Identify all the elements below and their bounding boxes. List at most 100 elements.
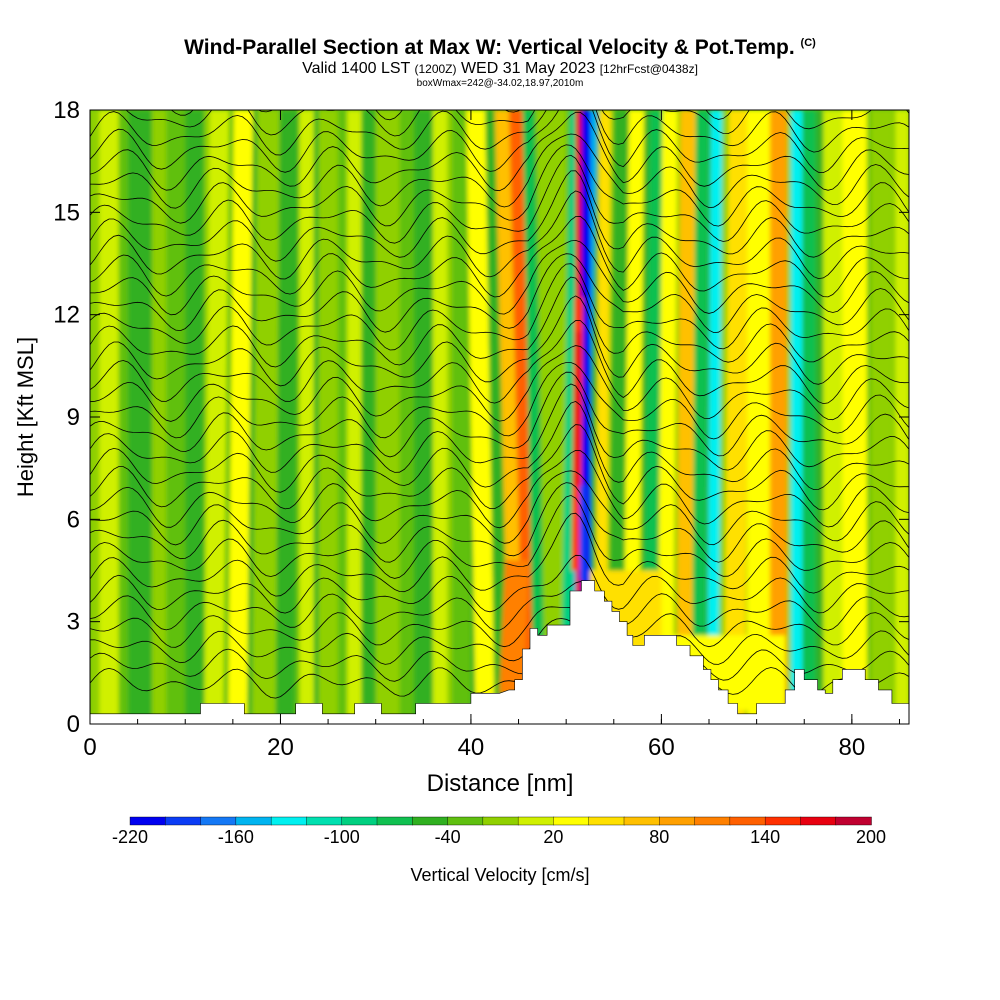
colorbar-ticks: -220 -160 -100 -40 20 80 140 200 bbox=[112, 827, 886, 847]
box-wmax-line: boxWmax=242@-34.02,18.97,2010m bbox=[416, 78, 584, 89]
velocity-band bbox=[499, 560, 530, 694]
isentrope-line bbox=[90, 631, 909, 682]
velocity-band bbox=[579, 485, 587, 581]
y-tick-label: 3 bbox=[67, 609, 80, 636]
colorbar-swatch bbox=[270, 816, 308, 826]
isentrope-line bbox=[90, 512, 909, 597]
chart-subtitle: Valid 1400 LST (1200Z) WED 31 May 2023 [… bbox=[0, 60, 1000, 78]
subtitle-z: (1200Z) bbox=[414, 62, 457, 76]
isentrope-line bbox=[90, 470, 909, 546]
velocity-band bbox=[347, 110, 362, 724]
velocity-band bbox=[522, 110, 546, 724]
title-main: Wind-Parallel Section at Max W: Vertical… bbox=[184, 36, 795, 59]
colorbar-swatch bbox=[659, 816, 696, 826]
isentrope-line bbox=[90, 494, 909, 579]
colorbar-tick-label: -160 bbox=[218, 827, 254, 847]
isentrope-line bbox=[90, 554, 909, 614]
x-tick-label: 20 bbox=[267, 734, 294, 761]
isentrope-line bbox=[90, 215, 909, 298]
colorbar-tick-label: -100 bbox=[324, 827, 360, 847]
isentrope-line bbox=[90, 648, 909, 699]
colorbar-swatch bbox=[165, 816, 202, 826]
x-tick-label: 0 bbox=[83, 734, 96, 761]
y-tick-label: 18 bbox=[53, 97, 80, 124]
isentrope-line bbox=[90, 371, 909, 458]
colorbar-tick-label: 80 bbox=[649, 827, 669, 847]
isentrope-line bbox=[90, 383, 909, 473]
y-tick-label: 0 bbox=[67, 711, 80, 738]
terrain-mask bbox=[90, 580, 909, 724]
y-tick-label: 9 bbox=[67, 404, 80, 431]
colorbar-swatch bbox=[129, 816, 166, 826]
isentrope-line bbox=[90, 170, 909, 262]
isentrope-line bbox=[90, 424, 909, 511]
isentrope-line bbox=[90, 581, 909, 631]
y-tick-label: 6 bbox=[67, 506, 80, 533]
colorbar-tick-label: 200 bbox=[856, 827, 886, 847]
velocity-field bbox=[90, 110, 909, 724]
velocity-band bbox=[166, 110, 188, 724]
isentrope-line bbox=[90, 144, 909, 227]
colorbar bbox=[129, 816, 872, 826]
colorbar-tick-label: 20 bbox=[543, 827, 563, 847]
x-axis-label: Distance [nm] bbox=[427, 770, 574, 797]
isentrope-line bbox=[90, 362, 909, 440]
velocity-band bbox=[356, 110, 378, 724]
colorbar-swatch bbox=[764, 816, 802, 826]
velocity-band bbox=[394, 110, 416, 724]
subtitle-date: WED 31 May 2023 bbox=[460, 60, 596, 77]
isentrope-line bbox=[90, 154, 909, 244]
x-axis: 0 20 40 60 80 bbox=[83, 110, 900, 761]
velocity-band bbox=[485, 110, 510, 724]
isentrope-line bbox=[90, 110, 909, 137]
velocity-band bbox=[509, 110, 538, 724]
velocity-band bbox=[657, 110, 678, 724]
velocity-band bbox=[137, 110, 152, 724]
velocity-band bbox=[747, 110, 770, 724]
velocity-band bbox=[99, 110, 119, 724]
velocity-band bbox=[318, 110, 340, 724]
colorbar-swatch bbox=[306, 816, 343, 826]
subtitle-fcst: [12hrFcst@0438z] bbox=[599, 62, 698, 76]
velocity-band bbox=[802, 110, 816, 724]
colorbar-swatch bbox=[235, 816, 272, 826]
isentrope-line bbox=[90, 239, 909, 316]
y-tick-label: 15 bbox=[53, 199, 80, 226]
colorbar-swatch bbox=[376, 816, 413, 826]
velocity-band bbox=[251, 110, 277, 724]
x-tick-label: 60 bbox=[648, 734, 675, 761]
colorbar-swatch bbox=[835, 816, 872, 826]
isentrope-line bbox=[90, 345, 909, 422]
isentrope-line bbox=[90, 110, 909, 174]
isentrope-line bbox=[90, 400, 909, 493]
isentrope-line bbox=[90, 263, 909, 351]
velocity-band bbox=[790, 110, 803, 724]
velocity-band bbox=[769, 110, 788, 724]
colorbar-swatch bbox=[623, 816, 660, 826]
isentrope-line bbox=[90, 253, 909, 334]
y-axis-label: Height [Kft MSL] bbox=[13, 337, 38, 497]
title-copyright: (C) bbox=[800, 37, 816, 49]
colorbar-swatch bbox=[553, 816, 590, 826]
isentrope-line bbox=[90, 295, 909, 387]
colorbar-tick-label: 140 bbox=[750, 827, 780, 847]
chart-title: Wind-Parallel Section at Max W: Vertical… bbox=[0, 36, 1000, 60]
x-tick-label: 80 bbox=[839, 734, 866, 761]
isentrope-line bbox=[90, 320, 909, 405]
velocity-band bbox=[535, 110, 557, 724]
velocity-band bbox=[299, 110, 314, 724]
velocity-band bbox=[451, 110, 473, 724]
colorbar-tick-label: -220 bbox=[112, 827, 148, 847]
velocity-band bbox=[676, 110, 696, 724]
isentrope-line bbox=[90, 482, 909, 563]
velocity-band bbox=[228, 110, 253, 724]
x-tick-label: 40 bbox=[458, 734, 485, 761]
velocity-band bbox=[432, 110, 448, 724]
isentrope-line bbox=[90, 133, 909, 209]
colorbar-label: Vertical Velocity [cm/s] bbox=[410, 865, 589, 885]
colorbar-swatch bbox=[482, 816, 519, 826]
subtitle-valid: Valid 1400 LST bbox=[302, 60, 411, 77]
y-axis: 0 3 6 9 12 15 18 bbox=[53, 97, 909, 738]
colorbar-swatch bbox=[729, 816, 766, 826]
